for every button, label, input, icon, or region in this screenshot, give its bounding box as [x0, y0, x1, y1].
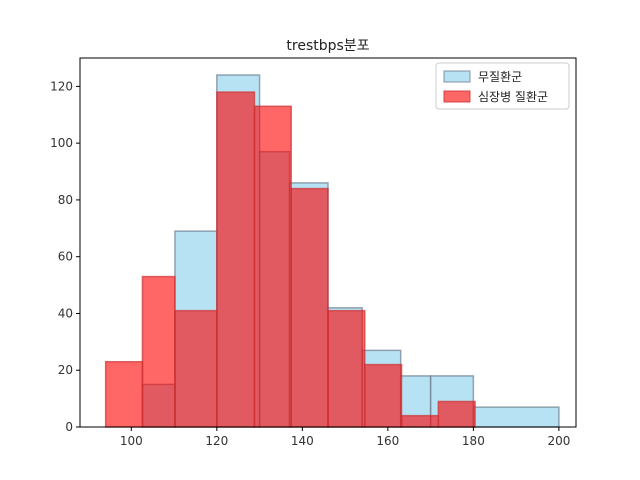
y-tick-label: 100 — [50, 136, 73, 150]
x-tick-label: 200 — [547, 434, 570, 448]
plot-frame — [79, 57, 577, 428]
histogram-bar-series-1-bin-8 — [400, 414, 440, 428]
histogram-bar-series-1-bin-3 — [216, 91, 256, 428]
legend-swatch — [443, 90, 471, 103]
legend-swatch — [443, 70, 471, 83]
x-tick-label: 160 — [376, 434, 399, 448]
histogram-bar-series-0-bin-10 — [472, 406, 560, 428]
x-tick-label: 180 — [462, 434, 485, 448]
y-tick-label: 120 — [50, 79, 73, 93]
histogram-bar-series-1-bin-0 — [104, 360, 144, 428]
histogram-bar-series-1-bin-9 — [437, 400, 476, 428]
x-tick-label: 120 — [205, 434, 228, 448]
chart-title: trestbps분포 — [286, 38, 369, 54]
histogram-bar-series-1-bin-1 — [141, 275, 176, 428]
y-tick-label: 0 — [65, 420, 73, 434]
histogram-bar-series-1-bin-4 — [253, 105, 292, 428]
y-tick-label: 60 — [58, 250, 73, 264]
y-tick-label: 40 — [58, 306, 73, 320]
axes-layer: 100 120 140 160 180 200 0 20 40 60 80 100 120 — [50, 57, 577, 448]
bars-layer — [104, 74, 560, 428]
y-tick-label: 20 — [58, 363, 73, 377]
histogram-bar-series-1-bin-5 — [290, 187, 329, 428]
y-tick-label: 80 — [58, 193, 73, 207]
legend-label: 무질환군 — [478, 70, 522, 84]
x-tick-label: 100 — [120, 434, 143, 448]
legend-label: 심장병 질환군 — [478, 90, 548, 104]
histogram-bar-series-1-bin-7 — [364, 363, 403, 428]
histogram-bar-series-1-bin-2 — [174, 309, 218, 428]
x-tick-label: 140 — [291, 434, 314, 448]
histogram-bar-series-1-bin-6 — [327, 309, 366, 428]
